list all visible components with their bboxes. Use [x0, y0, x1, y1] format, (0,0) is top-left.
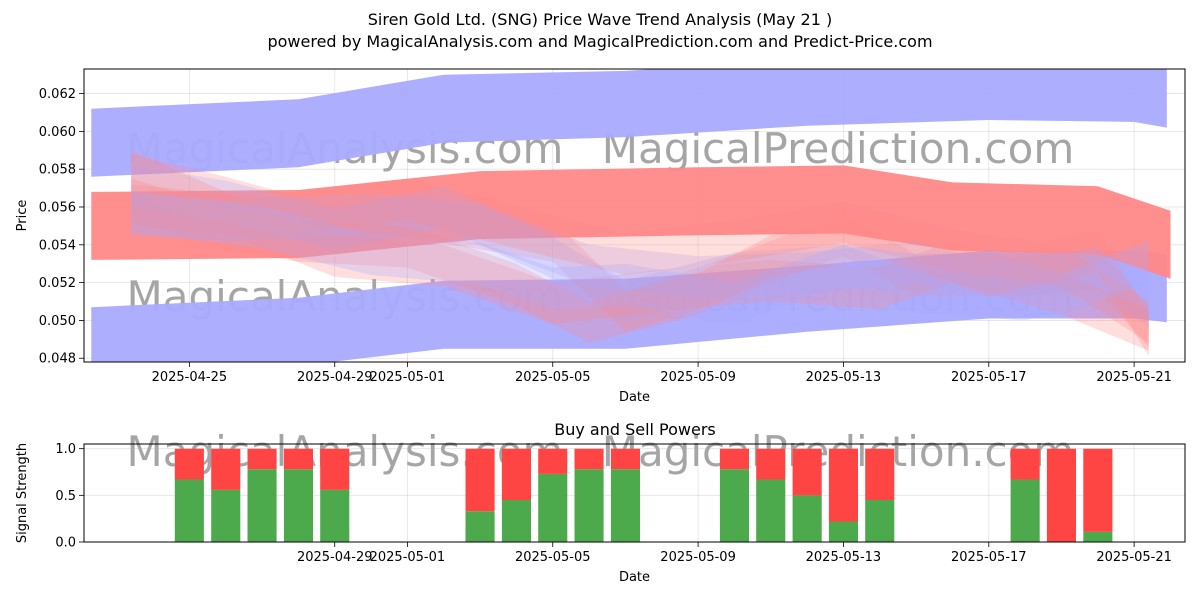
sell-bar [756, 448, 786, 480]
buy-bar [574, 469, 604, 542]
sell-bar [574, 448, 604, 470]
price-ytick-label: 0.048 [39, 352, 76, 367]
price-xtick-label: 2025-05-01 [370, 370, 446, 385]
price-xtick-label: 2025-05-05 [515, 370, 591, 385]
signal-xtick-label: 2025-05-01 [370, 550, 446, 565]
buy-bar [538, 473, 568, 542]
main-subtitle: powered by MagicalAnalysis.com and Magic… [267, 32, 932, 51]
price-band-red [131, 150, 1149, 351]
main-title: Siren Gold Ltd. (SNG) Price Wave Trend A… [368, 10, 832, 29]
sell-bar [501, 448, 531, 500]
buy-bar [1010, 479, 1040, 542]
buy-bar [283, 469, 313, 542]
buy-bar [865, 500, 895, 542]
price-band-red [131, 178, 1149, 357]
signal-ylabel: Signal Strength [15, 443, 30, 543]
sell-bar [283, 448, 313, 470]
signal-xtick-label: 2025-04-29 [297, 550, 373, 565]
signal-xtick-label: 2025-05-13 [806, 550, 882, 565]
price-band-blue [131, 193, 1149, 328]
signal-xtick-label: 2025-05-21 [1096, 550, 1172, 565]
price-xtick-label: 2025-05-09 [660, 370, 736, 385]
sell-bar [247, 448, 277, 470]
sell-bar [1010, 448, 1040, 480]
sell-bar [865, 448, 895, 500]
sell-bar [828, 448, 858, 522]
price-band-red [131, 154, 1149, 347]
price-xtick-label: 2025-05-17 [951, 370, 1027, 385]
price-band-blue [131, 190, 1149, 325]
signal-chart-frame [83, 443, 1186, 543]
buy-bar [320, 489, 350, 542]
buy-bar [1083, 531, 1113, 542]
buy-bar [501, 500, 531, 542]
signal-ytick-label: 0.0 [55, 536, 76, 551]
signal-xlabel: Date [619, 570, 650, 585]
price-xtick-label: 2025-04-29 [297, 370, 373, 385]
price-ytick-label: 0.050 [39, 314, 76, 329]
sell-bar [610, 448, 640, 470]
buy-bar [247, 469, 277, 542]
sell-bar [538, 448, 568, 474]
price-ytick-label: 0.056 [39, 200, 76, 215]
price-xtick-label: 2025-04-25 [152, 370, 228, 385]
buy-bar [174, 479, 204, 542]
buy-bar [211, 489, 241, 542]
bottom-chart-title: Buy and Sell Powers [554, 420, 716, 439]
buy-bar [828, 521, 858, 542]
buy-bar [792, 495, 822, 542]
price-ytick-label: 0.060 [39, 125, 76, 140]
signal-ytick-label: 0.5 [55, 489, 76, 504]
price-band-blue [131, 165, 1149, 323]
price-xtick-label: 2025-05-13 [806, 370, 882, 385]
sell-bar [719, 448, 749, 470]
price-band-blue [91, 250, 1167, 362]
sell-bar [320, 448, 350, 490]
buy-bar [719, 469, 749, 542]
price-band-red [91, 165, 1171, 279]
price-xlabel: Date [619, 390, 650, 405]
sell-bar [465, 448, 495, 512]
buy-bar [610, 469, 640, 542]
price-ytick-label: 0.052 [39, 276, 76, 291]
sell-bar [1083, 448, 1113, 532]
sell-bar [211, 448, 241, 490]
price-ylabel: Price [15, 200, 30, 232]
signal-ytick-label: 1.0 [55, 442, 76, 457]
sell-bar [792, 448, 822, 496]
price-ytick-label: 0.062 [39, 87, 76, 102]
price-band-red [131, 178, 1149, 344]
price-bands [91, 69, 1171, 362]
buy-bar [465, 511, 495, 542]
signal-xtick-label: 2025-05-05 [515, 550, 591, 565]
buy-bar [756, 479, 786, 542]
price-chart-frame [83, 68, 1186, 363]
price-ytick-label: 0.054 [39, 238, 76, 253]
price-ytick-label: 0.058 [39, 163, 76, 178]
sell-bar [1046, 448, 1076, 542]
signal-xtick-label: 2025-05-09 [660, 550, 736, 565]
price-band-blue [91, 69, 1167, 177]
signal-xtick-label: 2025-05-17 [951, 550, 1027, 565]
price-xtick-label: 2025-05-21 [1096, 370, 1172, 385]
sell-bar [174, 448, 204, 480]
